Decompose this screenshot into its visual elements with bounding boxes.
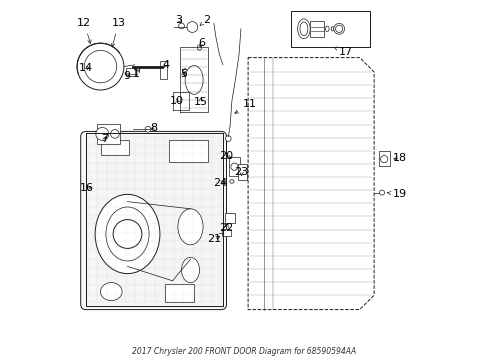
Ellipse shape [183, 69, 187, 75]
Ellipse shape [197, 45, 201, 50]
Text: 2: 2 [200, 15, 210, 26]
Circle shape [96, 127, 108, 140]
Bar [222, 229, 230, 236]
Circle shape [335, 25, 342, 32]
Text: 19: 19 [386, 189, 406, 199]
Ellipse shape [330, 27, 333, 31]
Bar [291, 11, 370, 47]
Circle shape [113, 220, 142, 248]
Bar [165, 284, 194, 302]
Text: 5: 5 [180, 69, 187, 79]
Ellipse shape [325, 26, 328, 31]
Text: 18: 18 [392, 153, 406, 163]
FancyBboxPatch shape [81, 131, 226, 310]
Text: 13: 13 [111, 18, 125, 47]
Bar [97, 124, 120, 144]
Text: 23: 23 [234, 167, 248, 177]
Circle shape [333, 23, 344, 34]
Circle shape [225, 136, 231, 141]
Text: 8: 8 [150, 123, 157, 133]
Text: 14: 14 [79, 63, 93, 73]
Text: 24: 24 [212, 178, 227, 188]
Circle shape [178, 23, 184, 29]
Circle shape [186, 22, 197, 32]
Ellipse shape [178, 209, 203, 245]
Circle shape [379, 190, 384, 195]
Ellipse shape [181, 257, 199, 283]
Ellipse shape [106, 207, 149, 261]
Bar [228, 157, 240, 176]
Ellipse shape [101, 283, 122, 301]
Text: 20: 20 [218, 150, 232, 161]
Circle shape [84, 50, 117, 83]
Text: 22: 22 [219, 222, 233, 233]
Text: 7: 7 [101, 134, 108, 144]
Text: 10: 10 [169, 96, 183, 106]
Text: 9: 9 [122, 71, 130, 81]
Bar [101, 140, 129, 155]
Ellipse shape [229, 180, 234, 183]
Bar [224, 213, 235, 223]
Circle shape [230, 163, 238, 170]
Text: 4: 4 [162, 60, 169, 70]
Bar [379, 151, 389, 166]
Ellipse shape [299, 22, 307, 36]
Bar [309, 21, 323, 37]
Text: 21: 21 [206, 234, 221, 244]
Text: 1: 1 [133, 69, 140, 79]
Circle shape [110, 130, 119, 138]
Circle shape [380, 156, 387, 163]
Text: 17: 17 [333, 47, 353, 57]
Text: 16: 16 [80, 183, 94, 193]
Circle shape [145, 126, 151, 132]
Text: 2017 Chrysler 200 FRONT DOOR Diagram for 68590594AA: 2017 Chrysler 200 FRONT DOOR Diagram for… [132, 347, 356, 356]
Ellipse shape [183, 72, 186, 76]
Text: 6: 6 [198, 38, 205, 48]
Text: 11: 11 [234, 99, 256, 113]
Text: 12: 12 [77, 18, 91, 44]
Bar [168, 140, 208, 162]
Bar [125, 68, 134, 76]
Bar [238, 164, 247, 180]
Text: 15: 15 [193, 96, 207, 107]
Circle shape [77, 43, 123, 90]
Ellipse shape [185, 66, 203, 94]
Ellipse shape [95, 194, 160, 274]
Text: 3: 3 [175, 15, 182, 25]
Ellipse shape [297, 19, 309, 39]
